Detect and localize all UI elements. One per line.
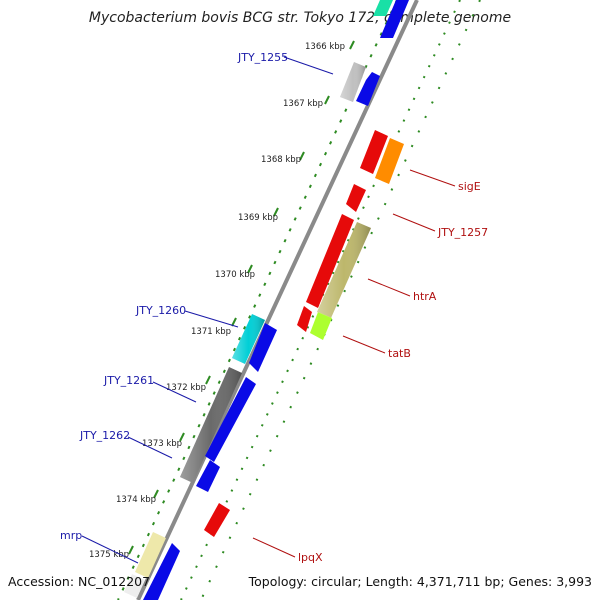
tick-label-1369: 1369 kbp [238,213,278,223]
label-lpqX[interactable]: lpqX [298,551,323,564]
tick-label-1370: 1370 kbp [215,270,255,280]
genome-backbone [136,0,419,600]
tick-label-1374: 1374 kbp [116,495,156,505]
callout-htrA [367,278,411,297]
label-jty1262[interactable]: JTY_1262 [79,429,130,442]
accession-text: Accession: NC_012207 [8,574,151,589]
label-htrA[interactable]: htrA [413,290,437,303]
label-jty1260[interactable]: JTY_1260 [135,304,186,317]
callout-jty1260 [184,310,239,328]
gene-red-small[interactable] [297,306,312,332]
callout-jty1255 [283,56,334,75]
tick-label-1375: 1375 kbp [89,550,129,560]
label-jty1255[interactable]: JTY_1255 [237,51,288,64]
callout-jty1262 [127,436,173,459]
gene-mrp-paleyellow[interactable] [135,532,166,578]
gene-sigE-orange[interactable] [375,138,404,184]
callout-lpqX [252,537,296,558]
callout-sigE [409,169,456,187]
label-jty1261[interactable]: JTY_1261 [103,374,154,387]
callout-jty1261 [152,381,197,403]
gene-teal-top[interactable] [373,0,393,16]
tick-label-1373: 1373 kbp [142,439,182,449]
gene-tatB-lime[interactable] [310,312,332,340]
tick-label-1366: 1366 kbp [305,42,345,52]
callout-jty1257 [392,213,436,232]
gene-lower-silver[interactable] [124,574,145,598]
gene-red-1[interactable] [360,130,388,174]
far-tick-ring [200,0,481,600]
label-sigE[interactable]: sigE [458,180,481,193]
label-mrp[interactable]: mrp [60,529,82,542]
label-jty1257[interactable]: JTY_1257 [437,226,488,239]
gene-blue-1[interactable] [380,0,409,38]
tick-label-1368: 1368 kbp [261,155,301,165]
tick-label-1367: 1367 kbp [283,99,323,109]
callout-tatB [342,335,386,354]
tick-label-1371: 1371 kbp [191,327,231,337]
label-tatB[interactable]: tatB [388,347,411,360]
tick-label-1372: 1372 kbp [166,383,206,393]
topology-text: Topology: circular; Length: 4,371,711 bp… [248,574,592,589]
callout-mrp [81,535,139,564]
gene-lpqX-red[interactable] [204,503,230,537]
gene-blue-6[interactable] [143,543,180,600]
gene-jty1257-red[interactable] [346,184,366,212]
